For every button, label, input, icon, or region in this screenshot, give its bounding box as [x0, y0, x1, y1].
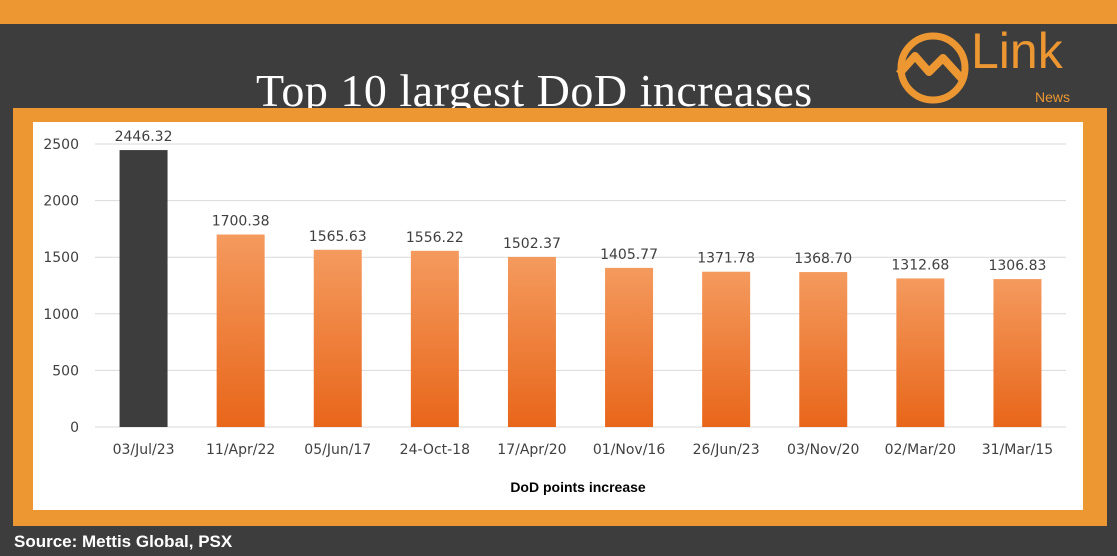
logo-wordmark: Link [971, 23, 1063, 79]
bar-highlighted [119, 150, 168, 427]
logo-mark-icon [896, 32, 969, 104]
source-note: Source: Mettis Global, PSX [14, 532, 233, 551]
bar-value-label: 1368.70 [794, 251, 852, 267]
link-news-logo: Link News [895, 23, 1105, 108]
x-tick-label: 03/Nov/20 [787, 442, 859, 458]
y-axis-ticks: 0 500 1000 1500 2000 2500 [43, 137, 79, 436]
bar [993, 279, 1042, 427]
x-tick-label: 31/Mar/15 [982, 442, 1053, 458]
x-tick-label: 24-Oct-18 [400, 442, 470, 458]
y-tick-label: 2000 [43, 194, 79, 210]
x-tick-label: 11/Apr/22 [206, 442, 275, 458]
bar [507, 256, 556, 427]
page-title: Top 10 largest DoD increases [256, 65, 813, 116]
x-tick-label: 02/Mar/20 [885, 442, 956, 458]
y-tick-label: 2500 [43, 137, 79, 153]
bar [799, 272, 848, 427]
bar-value-label: 1371.78 [697, 251, 755, 267]
bar [896, 278, 945, 427]
y-tick-label: 1000 [43, 307, 79, 323]
bar [216, 234, 265, 427]
logo-subtitle: News [1035, 89, 1071, 105]
x-axis-ticks: 03/Jul/23 11/Apr/22 05/Jun/17 24-Oct-18 17/A… [113, 442, 1054, 458]
bar [410, 250, 459, 427]
x-axis-title: DoD points increase [510, 479, 646, 495]
y-tick-label: 500 [52, 363, 79, 379]
bar-value-label: 1556.22 [406, 230, 464, 246]
bar-value-label: 1312.68 [891, 257, 949, 273]
bar [605, 267, 654, 427]
x-tick-label: 03/Jul/23 [113, 442, 175, 458]
bars [119, 150, 1042, 427]
y-tick-label: 1500 [43, 250, 79, 266]
bar-value-label: 1405.77 [600, 247, 658, 263]
top-accent-strip [0, 0, 1117, 24]
bar-chart: 0 500 1000 1500 2000 2500 2446.32 1700.38 1565.… [43, 129, 1066, 495]
y-tick-label: 0 [70, 420, 79, 436]
bar [313, 249, 362, 427]
x-tick-label: 26/Jun/23 [693, 442, 760, 458]
bar-value-label: 1502.37 [503, 236, 561, 252]
x-tick-label: 05/Jun/17 [304, 442, 371, 458]
bar [702, 271, 751, 427]
bar-value-label: 1565.63 [309, 229, 367, 245]
x-tick-label: 17/Apr/20 [497, 442, 566, 458]
bar-value-label: 1306.83 [988, 258, 1046, 274]
x-tick-label: 01/Nov/16 [593, 442, 665, 458]
data-labels: 2446.32 1700.38 1565.63 1556.22 1502.37 1405.… [115, 129, 1047, 274]
bar-value-label: 2446.32 [115, 129, 173, 145]
bar-value-label: 1700.38 [212, 214, 270, 230]
